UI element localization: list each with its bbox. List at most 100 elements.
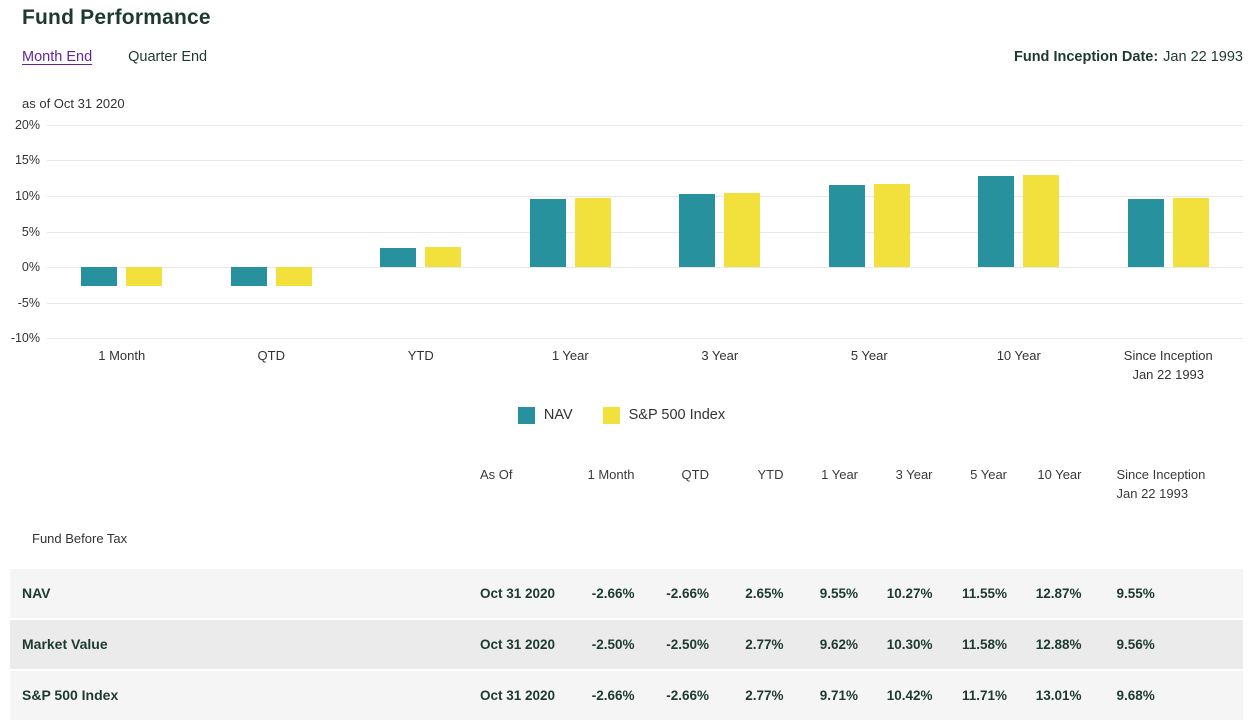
y-tick-label: 5% [21,224,40,239]
cell-value: 10.42% [886,687,933,703]
period-tabs: Month End Quarter End [22,49,207,65]
header-cell-1-month: 1 Month [587,466,635,482]
chart-slot [197,125,347,338]
cell-value: 11.58% [961,636,1007,652]
cell-value: 2.77% [745,636,784,652]
bar-s-p-500-index-ytd[interactable] [425,247,462,267]
table-rows: NAV Oct 31 2020 -2.66% -2.66% 2.65% 9.55% 10.2… [10,568,1243,720]
bar-nav-10-year[interactable] [978,175,1015,267]
header-cell-since-inception: Since Inception Jan 22 1993 [1116,466,1206,502]
cell-value: 9.56% [1116,636,1155,652]
chart-slot [1094,125,1244,338]
gridline [47,266,1243,268]
header-cell-as-of: As Of [480,466,513,482]
cell-value: 9.62% [819,636,858,652]
chart-slot [346,125,496,338]
cell-value: 9.55% [1116,585,1155,601]
cell-value: -2.66% [666,687,709,703]
legend-item-nav: NAV [517,406,573,424]
y-tick-label: -5% [17,295,40,310]
header-cell-3-year: 3 Year [895,466,933,482]
x-axis-label: 1 Month [98,348,146,363]
bar-s-p-500-index-5-year[interactable] [873,183,910,267]
page-title: Fund Performance [22,6,211,29]
header-cell-10-year: 10 Year [1037,466,1082,482]
performance-table: As Of 1 Month QTD YTD 1 Year 3 Year 5 Year 10 Y… [10,465,1243,720]
fund-inception-date: Fund Inception Date: Jan 22 1993 [1014,49,1243,65]
cell-value: 2.77% [745,687,784,703]
bar-s-p-500-index-since-inception[interactable] [1172,198,1209,267]
cell-as-of: Oct 31 2020 [480,687,556,703]
header-cell-5-year: 5 Year [970,466,1007,482]
y-tick-label: 15% [14,153,40,168]
row-label: NAV [22,585,51,602]
legend-item-s-p-500-index: S&P 500 Index [602,406,726,424]
header-cell-qtd: QTD [681,466,709,482]
tab-month-end[interactable]: Month End [22,49,93,65]
cell-value: 9.55% [819,585,858,601]
x-axis-label: 10 Year [996,348,1041,363]
bar-nav-since-inception[interactable] [1127,199,1164,267]
header-cell-1-year: 1 Year [821,466,858,482]
bar-s-p-500-index-1-year[interactable] [574,198,611,267]
gridline [47,125,1243,126]
x-axis: 1 Month QTD YTD 1 Year 3 Year 5 Year 10 Year Si… [47,347,1243,385]
chart-slot [496,125,646,338]
bar-s-p-500-index-qtd[interactable] [275,266,312,286]
bar-s-p-500-index-1-month[interactable] [126,266,163,286]
cell-value: 11.55% [961,585,1007,601]
y-tick-label: 20% [14,118,40,132]
bar-nav-qtd[interactable] [230,266,267,286]
bar-nav-5-year[interactable] [828,184,865,267]
cell-value: 12.88% [1035,636,1082,652]
fund-inception-label: Fund Inception Date: [1013,49,1159,65]
cell-value: 13.01% [1035,687,1082,703]
gridline [47,302,1243,304]
legend-label: S&P 500 Index [628,407,726,424]
legend-swatch [517,406,535,424]
x-axis-label: YTD [407,348,434,363]
legend-label: NAV [543,407,573,424]
bar-nav-ytd[interactable] [380,248,417,267]
cell-value: 2.65% [745,585,784,601]
bar-nav-1-month[interactable] [81,266,118,286]
x-axis-label: Since Inception Jan 22 1993 [1123,348,1213,382]
cell-value: 9.68% [1116,687,1155,703]
chart-slot [944,125,1094,338]
bar-nav-3-year[interactable] [679,194,716,267]
gridline [47,195,1243,197]
bar-s-p-500-index-10-year[interactable] [1023,174,1060,267]
x-axis-label: 5 Year [850,348,888,363]
chart-plot-area [47,125,1244,339]
chart-slot [795,125,945,338]
bar-nav-1-year[interactable] [529,199,566,267]
gridline [47,160,1243,162]
tabs-row: Month End Quarter End Fund Inception Date… [22,49,1243,65]
cell-value: -2.66% [591,687,635,703]
cell-value: 12.87% [1035,585,1082,601]
cell-value: -2.50% [591,636,635,652]
table-row-nav: NAV Oct 31 2020 -2.66% -2.66% 2.65% 9.55% 10.2… [10,568,1243,618]
gridline [47,338,1243,339]
cell-value: 10.27% [886,585,933,601]
gridline [47,231,1243,233]
cell-value: 11.71% [961,687,1007,703]
cell-value: 9.71% [819,687,858,703]
cell-value: -2.66% [591,585,635,601]
y-tick-label: -10% [10,331,40,345]
cell-as-of: Oct 31 2020 [480,585,556,601]
header-cell-ytd: YTD [757,466,784,482]
chart-slot [47,125,197,338]
table-row-s-p-500-index: S&P 500 Index Oct 31 2020 -2.66% -2.66% 2.77… [10,670,1243,720]
y-tick-label: 0% [21,259,40,274]
x-axis-label: QTD [257,348,285,363]
performance-bar-chart: 20% 15% 10% 5% 0% -5% -10% 1 Month QTD YTD 1 Year… [0,118,1244,424]
tab-quarter-end[interactable]: Quarter End [128,49,208,65]
x-axis-label: 3 Year [701,348,739,363]
x-axis-label: 1 Year [551,348,589,363]
bar-s-p-500-index-3-year[interactable] [724,193,761,267]
y-axis: 20% 15% 10% 5% 0% -5% -10% [0,118,47,345]
table-header-row: As Of 1 Month QTD YTD 1 Year 3 Year 5 Year 10 Y… [10,465,1243,504]
y-tick-label: 10% [14,188,40,203]
